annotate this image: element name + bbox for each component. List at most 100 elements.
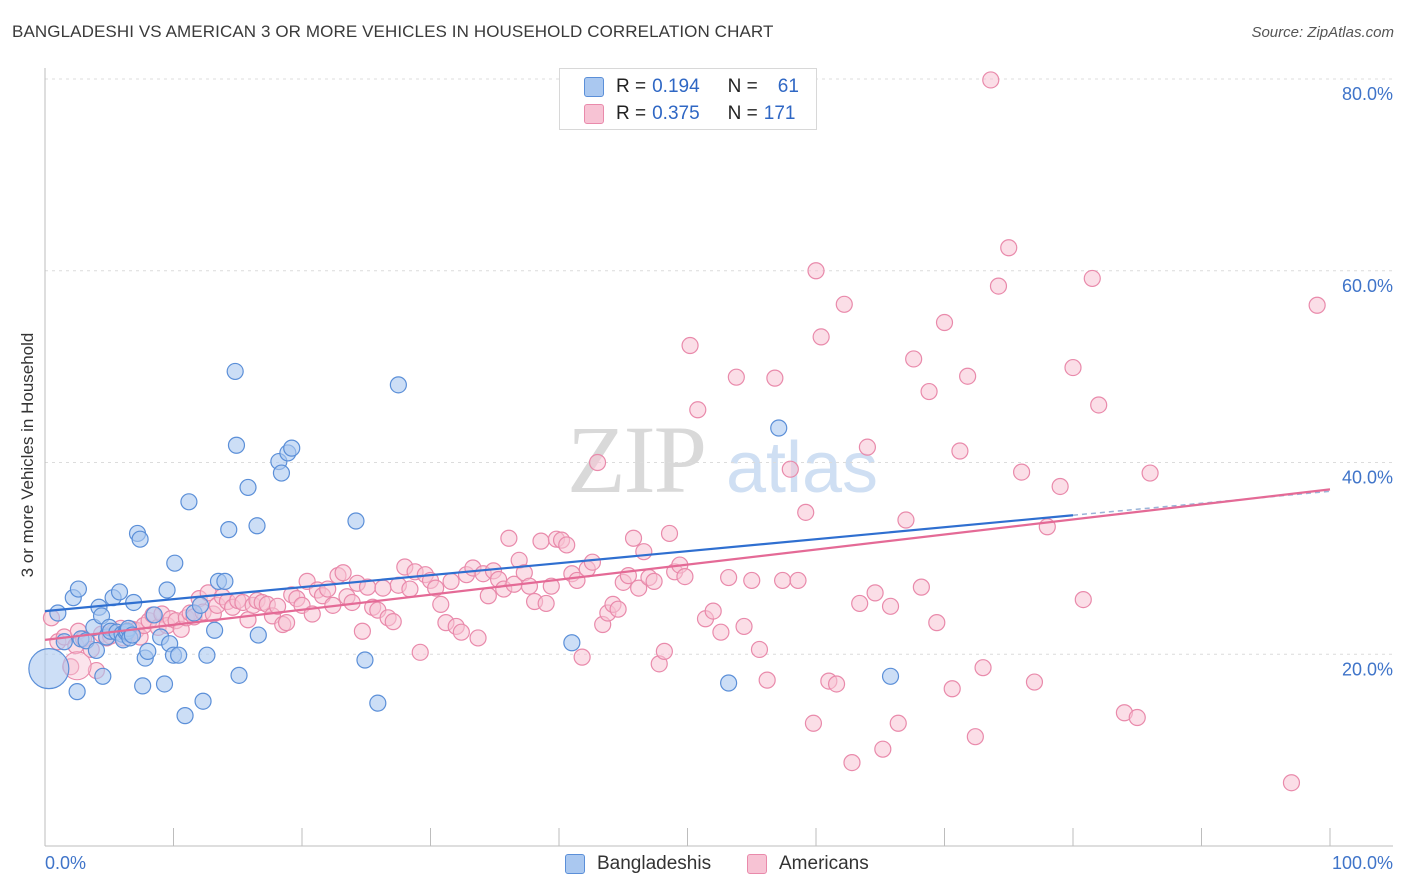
american-point [452, 623, 470, 641]
legend-item-bangladeshis[interactable]: Bangladeshis [565, 851, 711, 877]
bangladeshi-point [356, 651, 374, 669]
american-point [720, 568, 738, 587]
bangladeshi-point [283, 439, 301, 457]
watermark-atlas: atlas [726, 428, 878, 508]
american-point [974, 659, 992, 677]
american-point [469, 629, 487, 647]
bangladeshi-point [720, 674, 738, 692]
bangladeshi-point [176, 707, 194, 725]
legend-item-americans[interactable]: Americans [747, 851, 869, 877]
n-value: 61 [777, 76, 799, 97]
american-point [797, 503, 815, 521]
american-point [624, 529, 643, 547]
american-point [542, 577, 560, 595]
american-point [1128, 708, 1146, 727]
chart-title: BANGLADESHI VS AMERICAN 3 OR MORE VEHICL… [12, 22, 774, 41]
legend-row-bangladeshis: R = 0.194 N = 61 [584, 74, 799, 100]
american-point [866, 584, 884, 602]
bangladeshi-point [347, 512, 365, 530]
american-point [812, 328, 830, 346]
bangladeshis-swatch [584, 77, 604, 97]
american-point [609, 600, 627, 618]
y-tick-label: 60.0% [1342, 276, 1393, 296]
american-point [1141, 464, 1159, 482]
americans-legend-label: Americans [779, 853, 869, 874]
american-point [537, 594, 555, 613]
american-point [239, 611, 257, 629]
american-point [789, 571, 807, 590]
bangladeshis-legend-label: Bangladeshis [597, 853, 712, 874]
american-point [712, 623, 730, 641]
bangladeshi-point [94, 667, 112, 685]
watermark-zip: ZIP [567, 406, 705, 513]
american-point [427, 579, 445, 597]
american-point [1064, 358, 1082, 377]
bangladeshis-trend-extension [1072, 490, 1331, 516]
y-tick-labels: 20.0% 40.0% 60.0% 80.0% [1342, 84, 1393, 679]
bangladeshi-point [155, 675, 174, 693]
american-point [573, 648, 591, 666]
american-point [807, 262, 825, 280]
american-point [432, 595, 450, 613]
r-value: 0.375 [652, 103, 700, 124]
bangladeshi-point [227, 436, 246, 454]
american-point [334, 564, 352, 582]
american-point [374, 579, 392, 597]
american-point [750, 640, 769, 659]
bangladeshi-point [389, 376, 407, 394]
bangladeshi-point [145, 606, 163, 624]
american-point [912, 578, 930, 596]
american-point [920, 382, 938, 401]
bangladeshi-point [272, 464, 291, 482]
american-point [479, 587, 497, 605]
american-point [1074, 591, 1092, 609]
bangladeshi-point [87, 641, 106, 660]
bangladeshi-point [110, 583, 129, 601]
american-point [442, 572, 460, 590]
bangladeshi-point [28, 648, 70, 690]
r-value: 0.194 [652, 76, 700, 97]
american-point [766, 369, 784, 387]
american-point [704, 602, 722, 620]
bangladeshi-point [139, 642, 157, 660]
american-point [758, 671, 776, 689]
bangladeshi-point [230, 666, 248, 684]
axes [44, 68, 1393, 847]
american-point [827, 675, 846, 693]
american-point [500, 529, 518, 547]
american-point [268, 597, 287, 615]
stats-legend: R = 0.194 N = 61 R = 0.375 N = 171 [559, 68, 817, 130]
bangladeshi-point [770, 419, 788, 437]
american-point [727, 368, 745, 386]
american-point [1012, 463, 1031, 481]
bangladeshis-legend-swatch [565, 854, 585, 874]
american-point [851, 594, 869, 613]
american-point [781, 460, 799, 478]
bangladeshi-point [239, 478, 257, 497]
american-point [874, 740, 892, 758]
american-point [989, 277, 1008, 295]
american-point [1308, 296, 1326, 314]
bangladeshi-point [49, 604, 67, 622]
american-point [689, 401, 707, 419]
source-attribution: Source: ZipAtlas.com [1251, 24, 1394, 41]
bangladeshi-point [248, 517, 266, 535]
american-point [951, 442, 969, 460]
bangladeshi-point [369, 694, 387, 712]
x-tick-labels: 0.0% 100.0% [45, 853, 1393, 873]
n-value: 171 [763, 103, 796, 124]
american-point [583, 553, 602, 571]
americans-trend-line [44, 488, 1331, 641]
american-point [966, 728, 984, 746]
bangladeshi-point [563, 634, 581, 652]
american-point [558, 536, 576, 554]
american-point [635, 543, 653, 561]
x-tick-label-min: 0.0% [45, 853, 86, 873]
watermark: ZIP atlas [567, 406, 878, 513]
american-point [843, 753, 861, 772]
american-point [630, 579, 648, 597]
bangladeshi-point [131, 530, 149, 548]
n-label: N = [727, 76, 758, 97]
american-point [897, 511, 915, 529]
